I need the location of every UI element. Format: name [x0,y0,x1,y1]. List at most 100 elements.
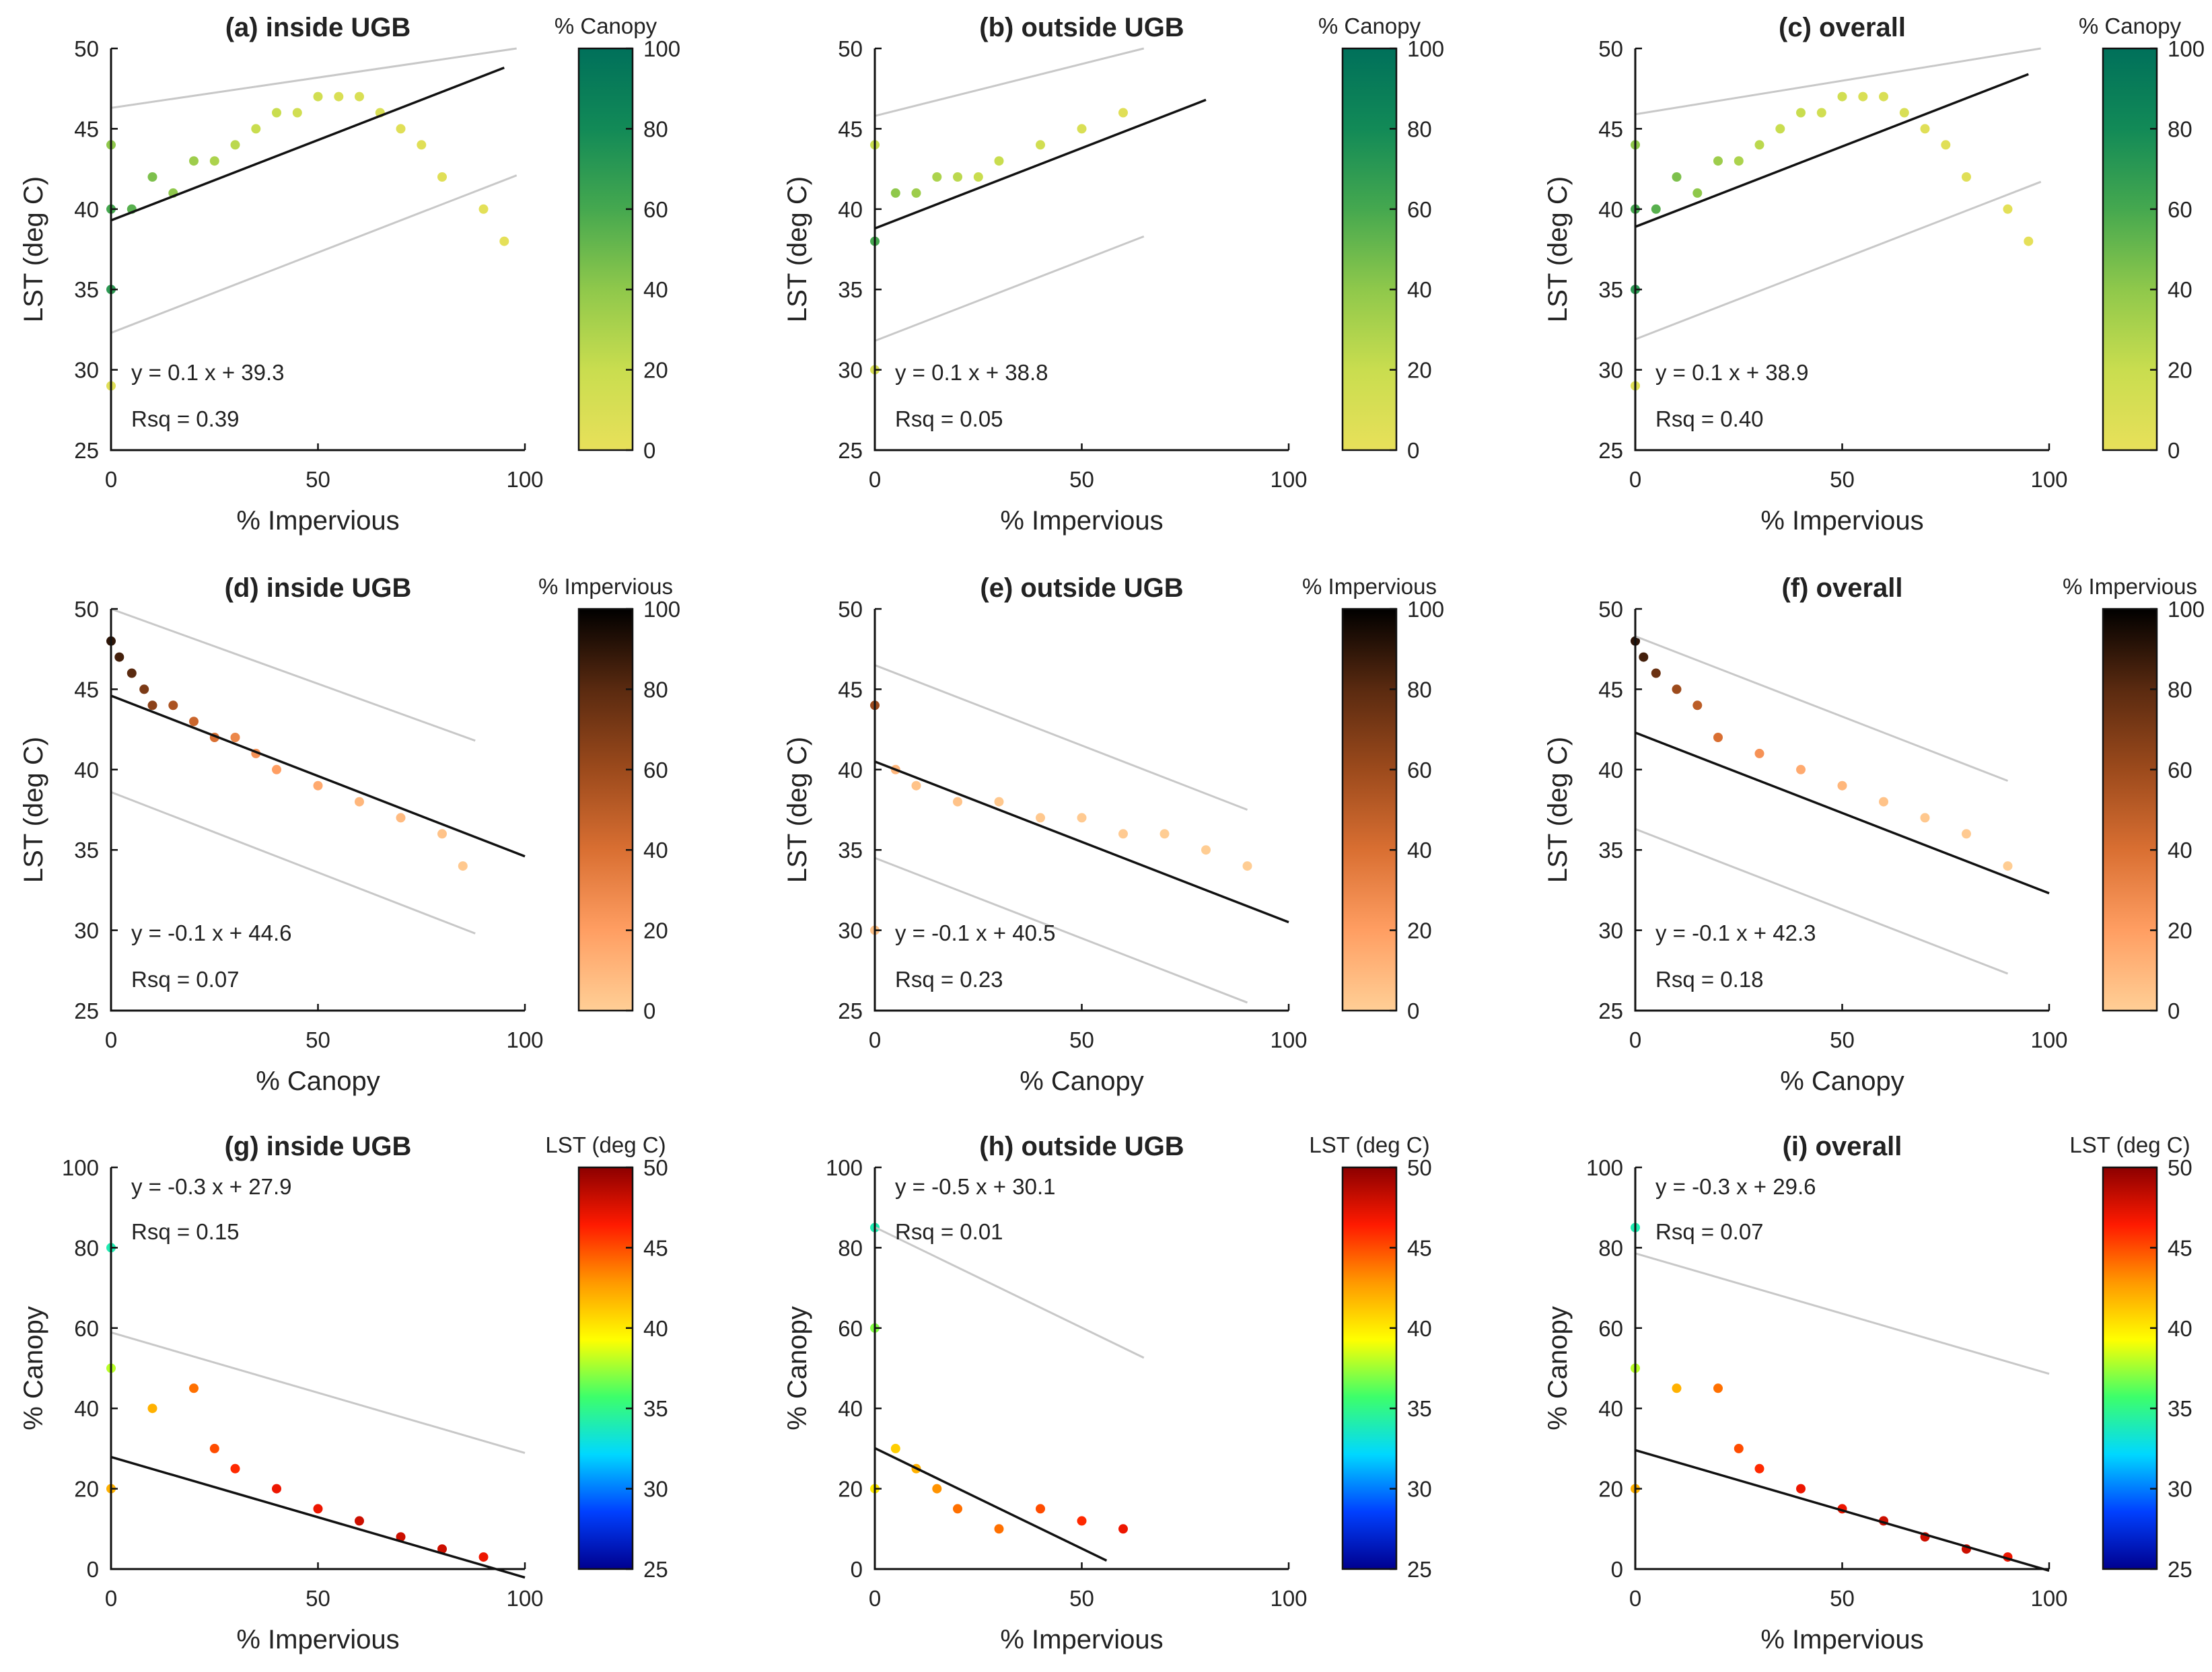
y-tick-label: 35 [838,838,863,863]
x-axis-label: % Impervious [1760,1625,1923,1655]
data-point [313,92,323,102]
colorbar-tick-label: 40 [1407,838,1432,863]
colorbar [577,608,634,1012]
y-tick-label: 60 [838,1316,863,1341]
panel-i: (i) overall 0 50 100 0 20 40 60 80 100 % Imperviou… [1543,1132,2192,1655]
data-point [1036,813,1045,823]
y-tick-label: 25 [74,998,99,1023]
panel-title: (b) outside UGB [979,13,1184,42]
colorbar-tick-label: 35 [643,1396,668,1421]
data-point [396,1532,406,1542]
panel-h: (h) outside UGB 0 50 100 0 20 40 60 80 100 % Imper… [783,1132,1432,1655]
panel-title: (e) outside UGB [980,573,1183,603]
colorbar-tick-label: 40 [643,277,668,302]
upper-band-line [110,1331,526,1454]
data-point [1734,1443,1744,1453]
axes-frame [873,609,1289,1012]
data-point [313,780,323,791]
colorbar-tick-label: 25 [643,1557,668,1582]
x-tick-label: 100 [2030,467,2067,492]
y-tick-label: 0 [87,1557,99,1582]
data-point [147,172,157,182]
y-tick-label: 40 [74,197,99,222]
colorbar-tick-label: 25 [1407,1557,1432,1582]
y-tick-label: 40 [838,758,863,783]
x-axis-label: % Impervious [236,1625,399,1655]
upper-band-line [874,47,1145,117]
data-point [437,1544,447,1554]
data-point [1077,1516,1087,1526]
lower-band-line [110,791,476,935]
panel-g: (g) inside UGB 0 50 100 0 20 40 60 80 100 % Imperv… [19,1132,668,1655]
colorbar-tick-label: 20 [1407,358,1432,383]
x-tick-label: 100 [1270,467,1307,492]
data-point [1118,1524,1128,1534]
data-point [994,797,1004,807]
y-tick-label: 40 [74,758,99,783]
y-tick-label: 45 [838,116,863,141]
colorbar [1341,1166,1398,1570]
colorbar-tick-label: 30 [643,1477,668,1502]
colorbar-tick-label: 80 [643,116,668,141]
panel-title: (a) inside UGB [225,13,411,42]
y-tick-label: 35 [838,277,863,302]
data-point [953,1504,962,1514]
panel-title: (f) overall [1781,573,1902,603]
x-tick-label: 100 [506,467,543,492]
y-tick-label: 30 [1598,358,1623,383]
data-points [870,700,1252,935]
y-tick-label: 40 [1598,197,1623,222]
y-axis-label: LST (deg C) [19,176,48,322]
colorbar-tick-label: 0 [1407,998,1419,1023]
data-point [932,172,942,182]
data-point [1920,124,1930,134]
fit-equation: y = -0.3 x + 29.6 [1655,1174,1816,1199]
panel-a: (a) inside UGB 0 50 100 25 30 35 40 45 50 % Imperv… [19,13,680,536]
data-point [437,829,447,839]
data-point [396,124,406,134]
data-point [1879,797,1888,807]
x-tick-label: 0 [105,1586,117,1611]
data-point [355,92,364,102]
x-tick-label: 0 [105,1027,117,1052]
fit-line [874,760,1289,924]
x-axis-label: % Canopy [1780,1066,1904,1096]
colorbar-label: LST (deg C) [1309,1132,1429,1157]
y-tick-label: 40 [1598,1396,1623,1421]
x-tick-label: 0 [869,1586,881,1611]
x-tick-label: 50 [1830,1027,1855,1052]
colorbar-tick-label: 45 [1407,1235,1432,1260]
axes-frame [1634,48,2049,451]
y-tick-label: 25 [838,438,863,463]
data-point [355,797,364,807]
colorbar [2102,608,2158,1012]
x-tick-label: 50 [1069,467,1094,492]
axes-frame [110,48,525,451]
data-point [437,172,447,182]
data-point [114,652,124,662]
fit-equation: y = -0.3 x + 27.9 [131,1174,291,1199]
data-point [890,1443,900,1453]
colorbar-tick-label: 60 [1407,758,1432,783]
x-axis-label: % Impervious [1000,506,1163,536]
y-tick-label: 100 [826,1155,863,1180]
data-point [1754,140,1764,150]
y-tick-label: 50 [74,597,99,622]
y-axis-label: LST (deg C) [19,737,48,883]
x-tick-label: 100 [1270,1027,1307,1052]
data-point [189,1383,199,1393]
fit-rsq: Rsq = 0.07 [131,967,240,992]
data-point [973,172,983,182]
y-tick-label: 100 [1586,1155,1623,1180]
data-point [1242,861,1252,871]
y-tick-label: 50 [74,36,99,61]
data-point [355,1516,364,1526]
fit-rsq: Rsq = 0.18 [1655,967,1764,992]
colorbar-tick-label: 0 [643,998,655,1023]
axes-frame [1634,609,2049,1012]
data-point [1816,108,1826,118]
colorbar-tick-label: 40 [643,1316,668,1341]
y-tick-label: 50 [1598,597,1623,622]
upper-band-line [1635,1252,2050,1375]
